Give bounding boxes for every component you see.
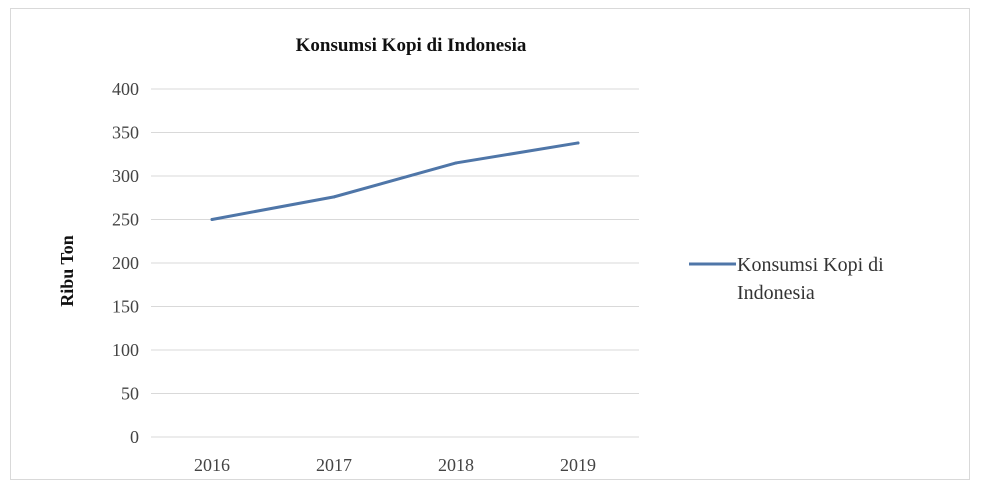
- y-tick-label: 150: [112, 297, 139, 317]
- y-tick-label: 250: [112, 210, 139, 230]
- x-tick-label: 2017: [316, 455, 352, 475]
- y-tick-label: 300: [112, 166, 139, 186]
- y-tick-label: 0: [130, 427, 139, 447]
- legend-label-line-1: Konsumsi Kopi di: [737, 254, 884, 276]
- gridlines: [151, 88, 639, 438]
- legend: Konsumsi Kopi di Indonesia: [689, 254, 884, 304]
- y-axis-title: Ribu Ton: [57, 235, 77, 307]
- data-point: [210, 218, 214, 221]
- data-point: [454, 161, 458, 165]
- y-axis-ticks: 0 50 100 150 200 250 300 350 400: [112, 79, 139, 447]
- legend-label-line-2: Indonesia: [737, 282, 815, 304]
- y-tick-label: 50: [121, 384, 139, 404]
- y-tick-label: 100: [112, 340, 139, 360]
- data-point: [332, 195, 336, 199]
- series-layer: [210, 141, 580, 221]
- y-tick-label: 200: [112, 253, 139, 273]
- x-axis-ticks: 2016 2017 2018 2019: [194, 455, 596, 475]
- x-tick-label: 2019: [560, 455, 596, 475]
- chart-frame: 0 50 100 150 200 250 300 350 400 2016 2017 2018 201…: [10, 8, 970, 480]
- chart-title: Konsumsi Kopi di Indonesia: [296, 35, 527, 56]
- series-line: [210, 141, 580, 221]
- x-tick-label: 2018: [438, 455, 474, 475]
- y-tick-label: 400: [112, 79, 139, 99]
- y-tick-label: 350: [112, 123, 139, 143]
- data-point: [576, 141, 580, 145]
- x-tick-label: 2016: [194, 455, 230, 475]
